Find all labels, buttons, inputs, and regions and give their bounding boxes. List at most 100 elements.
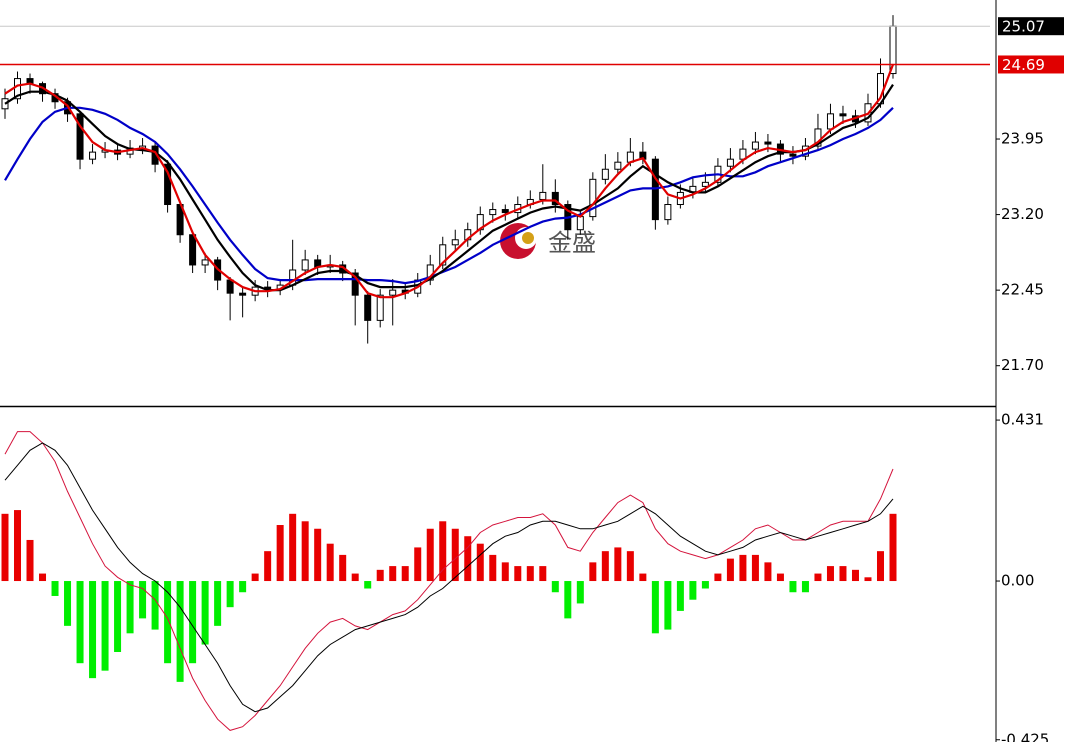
histogram-bar (601, 551, 609, 582)
candle-body (189, 234, 197, 266)
candle-body (364, 294, 372, 321)
histogram-bar (39, 573, 47, 582)
histogram-bar (639, 573, 647, 582)
candle-body (764, 141, 772, 145)
histogram-bar (576, 581, 584, 604)
candle-body (701, 181, 709, 187)
histogram-bar (326, 543, 334, 582)
histogram-bar (451, 528, 459, 582)
price-label: 25.07 (1002, 18, 1045, 36)
histogram-bar (1, 513, 9, 582)
histogram-bar (214, 581, 222, 626)
candle-body (814, 128, 822, 147)
histogram-bar (414, 547, 422, 582)
histogram-bar (201, 581, 209, 645)
histogram-bar (501, 562, 509, 582)
histogram-bar (89, 581, 97, 679)
histogram-bar (651, 581, 659, 634)
histogram-bar (726, 558, 734, 582)
histogram-bar (626, 551, 634, 582)
candle-body (239, 292, 247, 296)
candle-body (664, 204, 672, 221)
histogram-bar (489, 554, 497, 582)
histogram-bar (564, 581, 572, 619)
histogram-bar (364, 581, 372, 589)
histogram-bar (114, 581, 122, 652)
candle-body (351, 272, 359, 296)
candle-body (489, 209, 497, 216)
histogram-bar (814, 573, 822, 582)
candle-body (589, 178, 597, 218)
macd-line (4, 442, 894, 713)
histogram-bar (664, 581, 672, 630)
histogram-bar (64, 581, 72, 626)
candle-body (376, 294, 384, 321)
histogram-bar (376, 569, 384, 582)
y-tick-label: -0.425 (1001, 730, 1049, 742)
candle-body (439, 244, 447, 266)
candle-body (451, 239, 459, 246)
histogram-bar (551, 581, 559, 593)
candle-body (726, 158, 734, 167)
histogram-bar (689, 581, 697, 600)
candle-body (89, 151, 97, 160)
candle-body (601, 168, 609, 180)
histogram-bar (401, 566, 409, 582)
histogram-bar (439, 521, 447, 582)
price-label-box (998, 55, 1064, 74)
histogram-bar (139, 581, 147, 619)
histogram-bar (801, 581, 809, 593)
histogram-bar (751, 554, 759, 582)
histogram-bar (539, 566, 547, 582)
histogram-bar (226, 581, 234, 608)
y-tick-label: 22.45 (1001, 281, 1044, 299)
y-tick-label: 0.431 (1001, 411, 1044, 429)
watermark-text: 金盛 (548, 229, 596, 257)
candle-body (614, 161, 622, 170)
histogram-bar (776, 573, 784, 582)
histogram-bar (739, 554, 747, 582)
candle-body (789, 153, 797, 157)
y-tick-label: 23.95 (1001, 130, 1044, 148)
histogram-bar (176, 581, 184, 682)
histogram-bar (76, 581, 84, 664)
candle-body (839, 113, 847, 117)
price-label-box (998, 17, 1064, 36)
histogram-bar (701, 581, 709, 589)
histogram-bar (164, 581, 172, 664)
candle-body (201, 259, 209, 266)
candle-body (164, 163, 172, 206)
histogram-bar (714, 573, 722, 582)
histogram-bar (126, 581, 134, 634)
histogram-bar (289, 513, 297, 582)
candle-body (301, 259, 309, 271)
histogram-bar (876, 551, 884, 582)
histogram-bar (851, 569, 859, 582)
histogram-bar (826, 566, 834, 582)
histogram-bar (476, 543, 484, 582)
histogram-bar (314, 528, 322, 582)
moving-average-line (4, 64, 895, 299)
histogram-bar (889, 513, 897, 582)
histogram-bar (339, 554, 347, 582)
histogram-bar (251, 573, 259, 582)
y-tick-label: 21.70 (1001, 356, 1044, 374)
logo-dot (522, 232, 534, 244)
histogram-bar (789, 581, 797, 593)
histogram-bar (526, 566, 534, 582)
histogram-bar (389, 566, 397, 582)
candle-body (226, 279, 234, 294)
price-label: 24.69 (1002, 56, 1045, 74)
histogram-bar (839, 566, 847, 582)
histogram-bar (239, 581, 247, 593)
candle-body (76, 113, 84, 160)
candle-body (539, 191, 547, 200)
histogram-bar (514, 566, 522, 582)
histogram-bar (301, 521, 309, 582)
histogram-bar (676, 581, 684, 611)
histogram-bar (101, 581, 109, 671)
histogram-bar (864, 577, 872, 582)
candle-body (551, 191, 559, 206)
